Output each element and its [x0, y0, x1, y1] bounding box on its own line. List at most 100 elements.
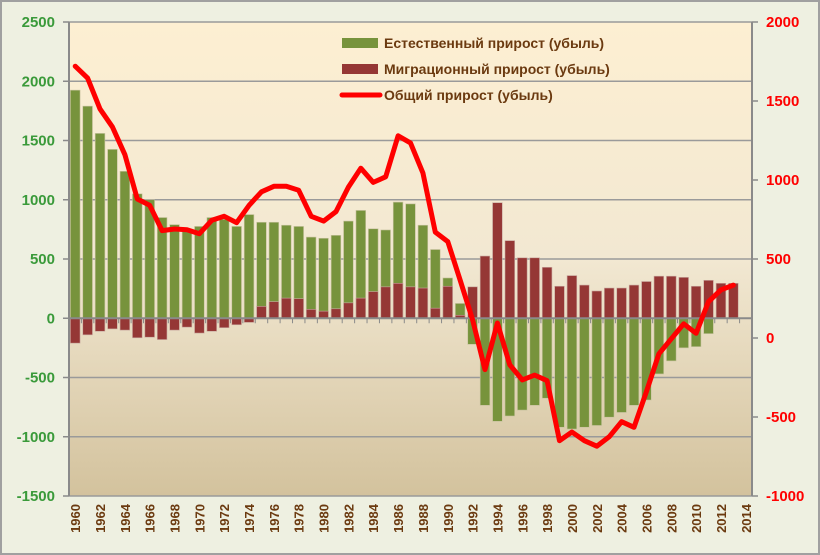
bar-migration	[119, 317, 131, 331]
bar-migration	[517, 257, 528, 319]
x-tick-label: 1980	[317, 504, 332, 533]
bar-migration	[219, 317, 230, 329]
legend-label-natural: Естественный прирост (убыль)	[384, 35, 604, 51]
bar-migration	[479, 255, 491, 319]
bar-natural	[82, 105, 93, 319]
bar-migration	[293, 298, 304, 319]
x-tick-label: 2008	[664, 504, 679, 533]
y-left-tick-label: -1500	[17, 488, 55, 505]
y-left-tick-label: 1000	[22, 192, 55, 209]
bar-migration	[343, 302, 354, 319]
x-tick-label: 2000	[565, 504, 580, 533]
bar-natural	[94, 133, 106, 319]
bar-migration	[169, 317, 180, 331]
bar-natural	[529, 317, 540, 406]
bar-natural	[566, 317, 578, 430]
bar-natural	[616, 317, 627, 413]
bar-migration	[392, 282, 404, 319]
x-tick-label: 1990	[441, 504, 456, 533]
bar-migration	[417, 287, 429, 319]
bar-migration	[690, 285, 702, 319]
x-tick-label: 1962	[93, 504, 108, 533]
y-left-tick-label: 1500	[22, 133, 55, 150]
bar-migration	[604, 287, 615, 319]
y-axis-left-ticks: -1500 -1000 -500 0 500 1000 1500 2000 2500	[17, 14, 69, 505]
bar-migration	[94, 317, 106, 332]
bar-natural	[591, 317, 602, 426]
y-left-tick-label: 500	[30, 251, 55, 268]
x-tick-label: 2006	[639, 504, 654, 533]
bar-natural	[554, 317, 565, 428]
bar-natural	[330, 235, 342, 319]
x-tick-label: 2010	[689, 504, 704, 533]
bar-migration	[330, 308, 342, 319]
bar-migration	[492, 202, 503, 319]
bar-migration	[616, 287, 627, 319]
bar-migration	[368, 291, 379, 319]
x-tick-label: 1992	[466, 504, 481, 533]
bar-natural	[119, 171, 131, 319]
bar-migration	[144, 317, 155, 338]
bar-migration	[666, 275, 677, 319]
total-growth-line	[72, 63, 736, 449]
x-tick-label: 1988	[416, 504, 431, 533]
bar-migration	[678, 277, 689, 319]
x-tick-label: 1970	[192, 504, 207, 533]
x-tick-label: 1978	[292, 504, 307, 533]
bar-migration	[256, 306, 267, 319]
y-right-tick-label: 500	[766, 251, 791, 268]
bar-migration	[591, 290, 602, 319]
bar-natural	[243, 214, 255, 319]
y-axis-right-ticks: -1000 -500 0 500 1000 1500 2000	[752, 14, 804, 505]
x-axis-ticks: 1960 1962 1964 1966 1968 1970 1972 1974 1976 1978…	[68, 503, 754, 533]
x-tick-label: 1974	[242, 503, 257, 533]
x-tick-label: 1966	[143, 504, 158, 533]
bar-natural	[206, 217, 217, 319]
bar-natural	[107, 149, 118, 319]
bar-migration	[529, 257, 540, 319]
bar-natural	[579, 317, 590, 428]
bar-migration	[306, 309, 317, 319]
bar-migration	[405, 286, 416, 319]
bar-natural	[181, 229, 193, 319]
bar-natural	[604, 317, 615, 418]
y-left-tick-label: -1000	[17, 429, 55, 446]
bar-migration	[579, 284, 590, 319]
bar-migration	[554, 285, 565, 319]
y-right-tick-label: 1000	[766, 172, 799, 189]
bar-migration	[268, 301, 280, 319]
bar-natural	[517, 317, 528, 411]
line-total-growth	[72, 63, 736, 449]
bar-migration	[653, 275, 665, 319]
bar-natural	[169, 224, 180, 319]
bar-migration	[132, 317, 143, 339]
bar-migration	[430, 307, 441, 319]
y-left-tick-label: 2500	[22, 14, 55, 31]
bar-migration	[318, 310, 329, 319]
bar-migration	[541, 266, 553, 319]
legend-label-migration: Миграционный прирост (убыль)	[384, 61, 610, 77]
bar-migration	[566, 275, 578, 319]
bar-migration	[281, 297, 292, 319]
x-tick-label: 1960	[68, 504, 83, 533]
bar-migration	[442, 285, 453, 319]
legend: Естественный прирост (убыль) Миграционны…	[339, 35, 610, 103]
x-tick-label: 2002	[590, 504, 605, 533]
legend-swatch-migration	[342, 64, 378, 74]
bar-migration	[206, 317, 217, 332]
x-tick-label: 1964	[118, 503, 133, 533]
bar-natural	[132, 193, 143, 319]
bar-migration	[628, 284, 640, 319]
x-tick-label: 1994	[490, 503, 505, 533]
bar-natural	[194, 226, 205, 319]
y-left-tick-label: 0	[47, 310, 55, 327]
x-tick-label: 1996	[515, 504, 530, 533]
bar-migration	[70, 317, 81, 344]
bar-natural	[703, 317, 714, 334]
bar-migration	[504, 240, 515, 319]
bar-migration	[380, 286, 391, 319]
y-right-tick-label: 2000	[766, 14, 799, 31]
y-right-tick-label: 0	[766, 330, 774, 347]
bar-natural	[318, 237, 329, 319]
